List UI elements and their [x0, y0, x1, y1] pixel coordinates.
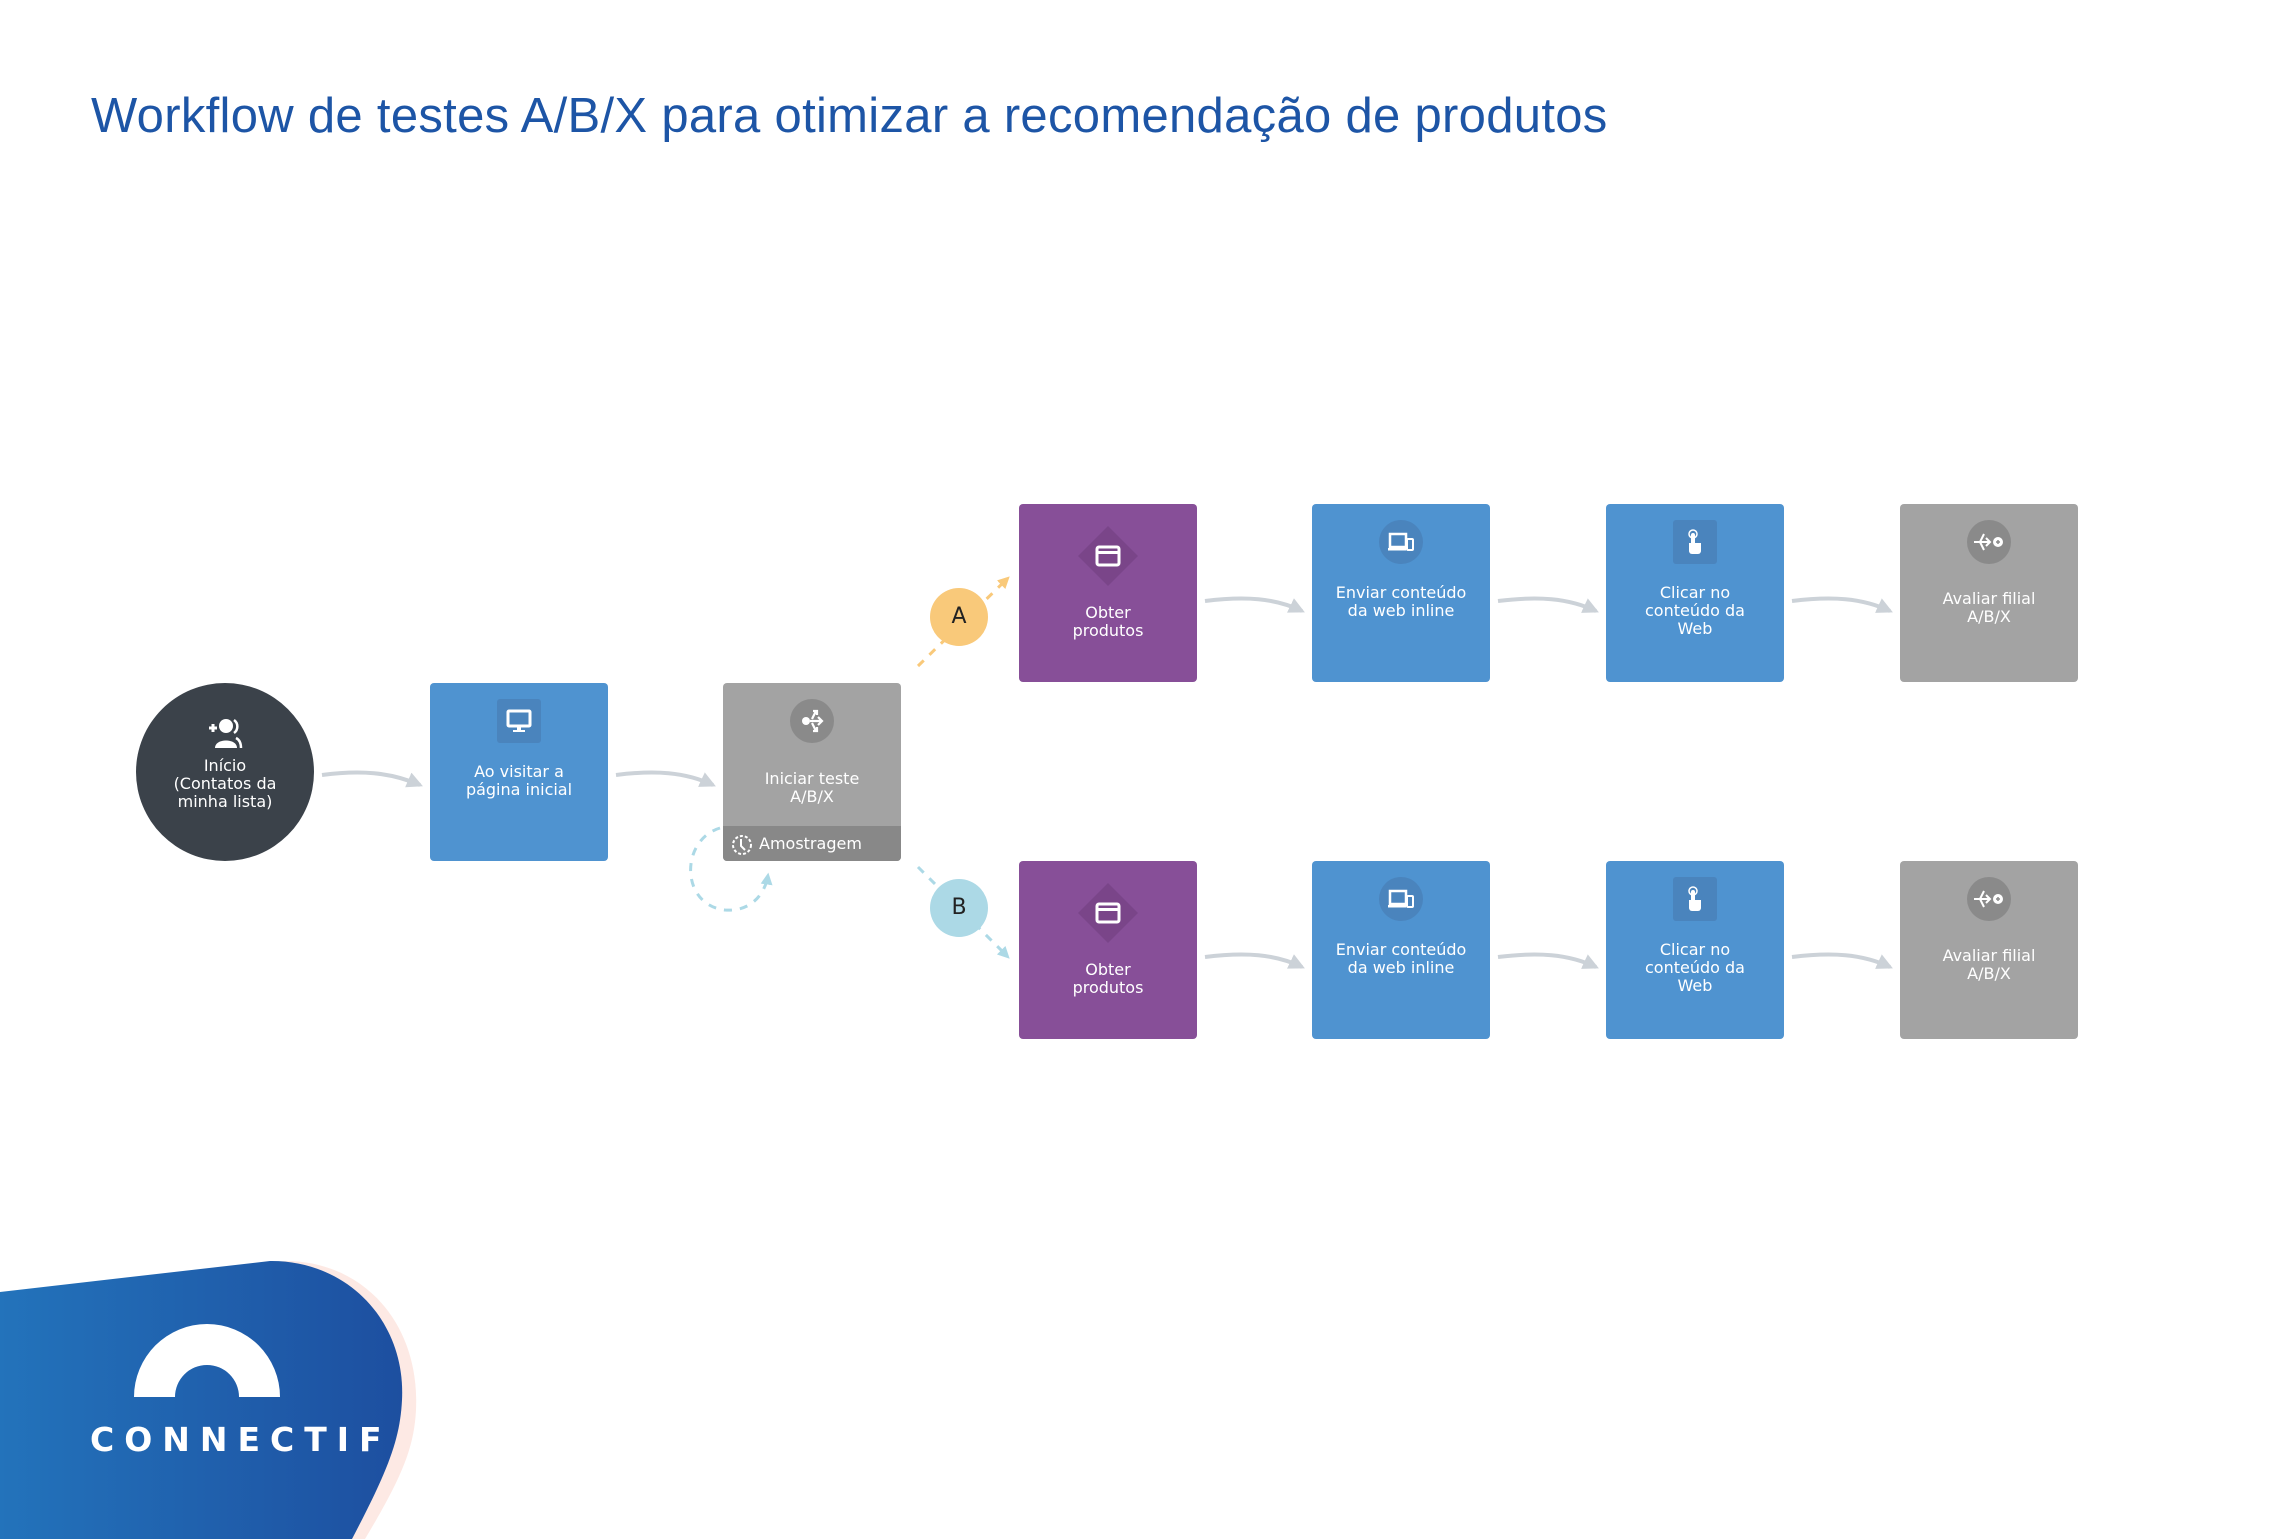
branch-a-click-web-content-node[interactable]: Clicar no conteúdo da Web [1606, 504, 1784, 682]
start-node[interactable]: Início (Contatos da minha lista) [136, 683, 314, 861]
page-title: Workflow de testes A/B/X para otimizar a… [91, 89, 1608, 143]
branch-a-send-web-content-node[interactable]: Enviar conteúdo da web inline [1312, 504, 1490, 682]
logo-wordmark: CONNECTIF [90, 1420, 392, 1459]
evaluate-split-icon [1967, 877, 2011, 921]
evaluate-split-icon [1967, 520, 2011, 564]
node-label: Obter produtos [1072, 603, 1144, 640]
connector-a-1 [1204, 596, 1305, 613]
devices-icon [1379, 877, 1423, 921]
abx-start-node[interactable]: Iniciar teste A/B/X Amostragem [723, 683, 901, 861]
branch-b-send-web-content-node[interactable]: Enviar conteúdo da web inline [1312, 861, 1490, 1039]
branch-b-evaluate-node[interactable]: Avaliar filial A/B/X [1900, 861, 2078, 1039]
pointer-hand-icon [1673, 520, 1717, 564]
node-label: Enviar conteúdo da web inline [1335, 940, 1467, 977]
sampling-footer[interactable]: Amostragem [723, 826, 901, 861]
branch-b-click-web-content-node[interactable]: Clicar no conteúdo da Web [1606, 861, 1784, 1039]
connector-b-2 [1497, 952, 1599, 969]
connector-a-3 [1791, 596, 1893, 613]
monitor-icon [497, 699, 541, 743]
connector-trigger-abx [615, 770, 716, 787]
pointer-hand-icon [1673, 877, 1717, 921]
abx-start-label: Iniciar teste A/B/X [764, 769, 860, 806]
branch-a-evaluate-node[interactable]: Avaliar filial A/B/X [1900, 504, 2078, 682]
sampling-label: Amostragem [759, 834, 862, 853]
connector-branch-a [916, 576, 1010, 668]
node-label: Avaliar filial A/B/X [1942, 946, 2036, 983]
node-label: Clicar no conteúdo da Web [1645, 940, 1745, 995]
branch-a-get-products-node[interactable]: Obter produtos [1019, 504, 1197, 682]
connector-a-2 [1497, 596, 1599, 613]
split-icon [790, 699, 834, 743]
connectif-logo [0, 1260, 417, 1539]
connector-start-trigger [321, 770, 423, 788]
connector-branch-b [916, 865, 1010, 959]
node-label: Avaliar filial A/B/X [1942, 589, 2036, 626]
sampling-loop [689, 826, 773, 912]
branch-a-badge[interactable]: A [930, 588, 988, 646]
clock-icon [731, 833, 753, 868]
add-user-icon [203, 711, 247, 755]
start-label: Início (Contatos da minha lista) [173, 756, 277, 811]
node-label: Enviar conteúdo da web inline [1335, 583, 1467, 620]
node-label: Clicar no conteúdo da Web [1645, 583, 1745, 638]
product-card-icon [1078, 526, 1138, 586]
devices-icon [1379, 520, 1423, 564]
product-card-icon [1078, 883, 1138, 943]
branch-b-badge[interactable]: B [930, 879, 988, 937]
branch-b-get-products-node[interactable]: Obter produtos [1019, 861, 1197, 1039]
connector-b-1 [1204, 952, 1305, 969]
trigger-node[interactable]: Ao visitar a página inicial [430, 683, 608, 861]
connector-b-3 [1791, 952, 1893, 969]
trigger-label: Ao visitar a página inicial [465, 762, 573, 799]
node-label: Obter produtos [1072, 960, 1144, 997]
